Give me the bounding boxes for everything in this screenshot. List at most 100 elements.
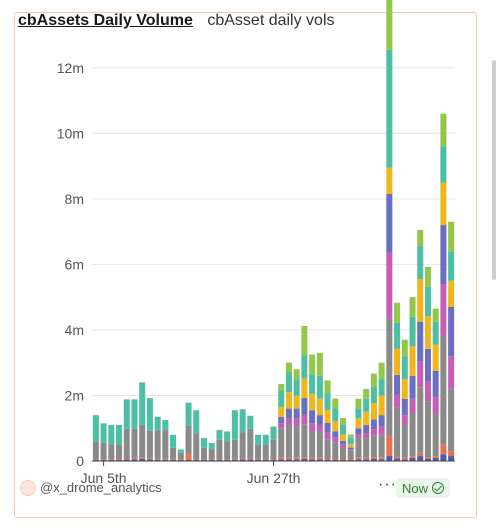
- bar-segment: [378, 434, 385, 458]
- y-tick-label: 2m: [65, 387, 84, 403]
- bar-segment: [247, 458, 254, 460]
- bar-segment: [116, 459, 123, 461]
- bar-segment: [394, 322, 401, 349]
- bar-segment: [208, 459, 215, 461]
- bar-segment: [424, 401, 431, 458]
- bar-segment: [370, 435, 377, 458]
- bar-segment: [185, 425, 192, 454]
- bar-segment: [293, 459, 300, 461]
- bar-segment: [394, 394, 401, 408]
- bar-segment: [386, 318, 393, 437]
- bar-segment: [239, 409, 246, 433]
- y-tick-label: 6m: [65, 256, 84, 272]
- bar-segment: [262, 444, 269, 460]
- bar-segment: [394, 458, 401, 461]
- bar-segment: [347, 447, 354, 450]
- bar-segment: [432, 456, 439, 458]
- author-handle[interactable]: @x_drome_analytics: [40, 480, 162, 495]
- bar-segment: [432, 413, 439, 457]
- x-tick-label: Jun 27th: [247, 470, 301, 486]
- bar-segment: [170, 459, 177, 461]
- bar-segment: [146, 398, 153, 431]
- bar-segment: [247, 415, 254, 429]
- bar-segment: [378, 395, 385, 416]
- bar-segment: [293, 379, 300, 396]
- bar-segment: [417, 361, 424, 388]
- bar-segment: [370, 429, 377, 436]
- y-tick-label: 8m: [65, 191, 84, 207]
- bar-segment: [162, 459, 169, 461]
- y-tick-label: 4m: [65, 322, 84, 338]
- bar-segment: [239, 459, 246, 461]
- bar-segment: [440, 444, 447, 455]
- bar-segment: [293, 426, 300, 458]
- bar-segment: [417, 452, 424, 457]
- bar-segment: [340, 434, 347, 442]
- chart-title-link[interactable]: cbAssets Daily Volume: [18, 12, 193, 29]
- bar-segment: [270, 459, 277, 461]
- bar-segment: [448, 221, 455, 252]
- bar-segment: [316, 457, 323, 460]
- bar-segment: [386, 193, 393, 253]
- bar-segment: [309, 423, 316, 432]
- bar-segment: [293, 457, 300, 460]
- bar-segment: [378, 457, 385, 460]
- bar-segment: [270, 439, 277, 460]
- bar-segment: [355, 428, 362, 435]
- bar-segment: [239, 458, 246, 460]
- bar-segment: [370, 457, 377, 459]
- bar-segment: [378, 426, 385, 435]
- more-options-icon[interactable]: ···: [378, 476, 397, 493]
- bar-segment: [432, 321, 439, 345]
- bar-segment: [409, 297, 416, 317]
- bar-segment: [363, 433, 370, 439]
- bar-segment: [92, 459, 99, 461]
- avatar[interactable]: [20, 480, 36, 496]
- bar-segment: [432, 457, 439, 461]
- bar-segment: [262, 459, 269, 461]
- bar-segment: [394, 348, 401, 375]
- bar-segment: [324, 422, 331, 433]
- bar-segment: [424, 267, 431, 287]
- scrollbar[interactable]: [492, 60, 496, 280]
- bar-segment: [200, 459, 207, 461]
- y-tick-label: 10m: [57, 125, 84, 141]
- bar-segment: [409, 456, 416, 458]
- bar-segment: [370, 373, 377, 387]
- bar-segment: [146, 459, 153, 461]
- bar-segment: [177, 459, 184, 461]
- bar-segment: [278, 383, 285, 391]
- bar-segment: [293, 369, 300, 380]
- bar-segment: [440, 146, 447, 183]
- bar-segment: [131, 428, 138, 459]
- bar-segment: [185, 453, 192, 461]
- bar-segment: [355, 438, 362, 458]
- status-label: Now: [402, 480, 429, 496]
- bar-segment: [347, 434, 354, 438]
- bar-segment: [386, 456, 393, 461]
- x-tick-label: Jun 5th: [81, 470, 127, 486]
- bar-segment: [332, 437, 339, 443]
- bar-segment: [363, 424, 370, 434]
- bar-segment: [409, 398, 416, 414]
- bar-segment: [424, 381, 431, 402]
- bar-segment: [363, 438, 370, 458]
- bar-segment: [193, 410, 200, 434]
- bar-segment: [139, 458, 146, 461]
- bar-segment: [355, 434, 362, 439]
- bar-segment: [401, 398, 408, 416]
- chart-footer: @x_drome_analytics ··· Now: [20, 476, 451, 500]
- bar-segment: [340, 447, 347, 460]
- bar-segment: [278, 428, 285, 458]
- bar-segment: [394, 456, 401, 459]
- bar-segment: [247, 459, 254, 461]
- bar-segment: [208, 449, 215, 460]
- bar-segment: [340, 459, 347, 461]
- status-badge[interactable]: Now: [396, 478, 451, 498]
- bar-segment: [285, 362, 292, 373]
- bar-segment: [216, 429, 223, 440]
- bar-segment: [432, 308, 439, 322]
- bar-segment: [177, 452, 184, 460]
- bar-segment: [108, 459, 115, 461]
- bar-segment: [324, 409, 331, 423]
